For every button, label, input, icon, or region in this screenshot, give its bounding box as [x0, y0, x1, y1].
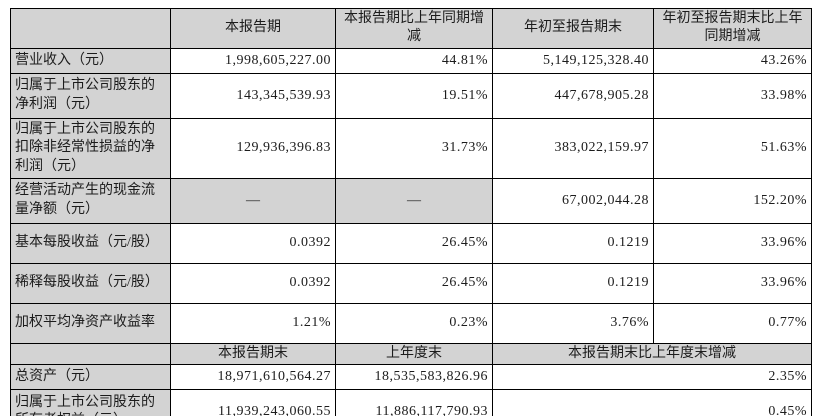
- cell-equity-prior-year-end: 11,886,117,790.93: [335, 389, 493, 416]
- cell-basic-eps-ytd: 0.1219: [492, 222, 654, 264]
- table-row-operating-cash-flow: 经营活动产生的现金流量净额（元） — — 67,002,044.28 152.2…: [10, 177, 812, 224]
- cell-diluted-eps-ytd-yoy: 33.96%: [653, 262, 812, 304]
- cell-operating-cash-flow-ytd-yoy: 152.20%: [653, 177, 812, 224]
- subheader-row: 本报告期末 上年度末 本报告期末比上年度末增减: [10, 342, 812, 366]
- financial-summary-table: 本报告期 本报告期比上年同期增减 年初至报告期末 年初至报告期末比上年同期增减 …: [10, 8, 812, 416]
- table-row-revenue: 营业收入（元） 1,998,605,227.00 44.81% 5,149,12…: [10, 47, 812, 74]
- cell-revenue-current-yoy: 44.81%: [335, 47, 493, 74]
- col-header-current-period-yoy: 本报告期比上年同期增减: [335, 8, 493, 49]
- cell-deducted-net-profit-ytd-yoy: 51.63%: [653, 117, 812, 179]
- cell-weighted-avg-roe-current: 1.21%: [170, 302, 336, 344]
- col-header-ytd: 年初至报告期末: [492, 8, 654, 49]
- cell-operating-cash-flow-ytd: 67,002,044.28: [492, 177, 654, 224]
- corner-cell: [10, 8, 171, 49]
- cell-total-assets-change: 2.35%: [492, 364, 812, 391]
- row-label-revenue: 营业收入（元）: [10, 47, 171, 74]
- row-label-operating-cash-flow: 经营活动产生的现金流量净额（元）: [10, 177, 171, 224]
- row-label-deducted-net-profit: 归属于上市公司股东的扣除非经常性损益的净利润（元）: [10, 117, 171, 179]
- cell-equity-change: 0.45%: [492, 389, 812, 416]
- cell-diluted-eps-current-yoy: 26.45%: [335, 262, 493, 304]
- cell-revenue-current: 1,998,605,227.00: [170, 47, 336, 74]
- table-row-diluted-eps: 稀释每股收益（元/股） 0.0392 26.45% 0.1219 33.96%: [10, 262, 812, 304]
- cell-weighted-avg-roe-current-yoy: 0.23%: [335, 302, 493, 344]
- cell-deducted-net-profit-ytd: 383,022,159.97: [492, 117, 654, 179]
- row-label-total-assets: 总资产（元）: [10, 364, 171, 391]
- cell-deducted-net-profit-current: 129,936,396.83: [170, 117, 336, 179]
- row-label-net-profit: 归属于上市公司股东的净利润（元）: [10, 72, 171, 119]
- table-row-total-assets: 总资产（元） 18,971,610,564.27 18,535,583,826.…: [10, 364, 812, 391]
- col-header-prior-year-end: 上年度末: [335, 342, 493, 366]
- table-row-net-profit: 归属于上市公司股东的净利润（元） 143,345,539.93 19.51% 4…: [10, 72, 812, 119]
- table-row-equity: 归属于上市公司股东的所有者权益（元） 11,939,243,060.55 11,…: [10, 389, 812, 416]
- cell-net-profit-current-yoy: 19.51%: [335, 72, 493, 119]
- cell-basic-eps-current: 0.0392: [170, 222, 336, 264]
- cell-operating-cash-flow-current: —: [170, 177, 336, 224]
- cell-equity-period-end: 11,939,243,060.55: [170, 389, 336, 416]
- cell-net-profit-ytd-yoy: 33.98%: [653, 72, 812, 119]
- subheader-corner-cell: [10, 342, 171, 366]
- cell-diluted-eps-current: 0.0392: [170, 262, 336, 304]
- cell-revenue-ytd: 5,149,125,328.40: [492, 47, 654, 74]
- cell-total-assets-prior-year-end: 18,535,583,826.96: [335, 364, 493, 391]
- cell-diluted-eps-ytd: 0.1219: [492, 262, 654, 304]
- row-label-diluted-eps: 稀释每股收益（元/股）: [10, 262, 171, 304]
- row-label-basic-eps: 基本每股收益（元/股）: [10, 222, 171, 264]
- col-header-period-end: 本报告期末: [170, 342, 336, 366]
- table-row-weighted-avg-roe: 加权平均净资产收益率 1.21% 0.23% 3.76% 0.77%: [10, 302, 812, 344]
- cell-deducted-net-profit-current-yoy: 31.73%: [335, 117, 493, 179]
- col-header-current-period: 本报告期: [170, 8, 336, 49]
- header-row: 本报告期 本报告期比上年同期增减 年初至报告期末 年初至报告期末比上年同期增减: [10, 8, 812, 49]
- col-header-period-end-vs-prior: 本报告期末比上年度末增减: [492, 342, 812, 366]
- cell-total-assets-period-end: 18,971,610,564.27: [170, 364, 336, 391]
- col-header-ytd-yoy: 年初至报告期末比上年同期增减: [653, 8, 812, 49]
- cell-net-profit-current: 143,345,539.93: [170, 72, 336, 119]
- cell-basic-eps-current-yoy: 26.45%: [335, 222, 493, 264]
- table-row-deducted-net-profit: 归属于上市公司股东的扣除非经常性损益的净利润（元） 129,936,396.83…: [10, 117, 812, 179]
- cell-weighted-avg-roe-ytd: 3.76%: [492, 302, 654, 344]
- table-row-basic-eps: 基本每股收益（元/股） 0.0392 26.45% 0.1219 33.96%: [10, 222, 812, 264]
- cell-revenue-ytd-yoy: 43.26%: [653, 47, 812, 74]
- cell-weighted-avg-roe-ytd-yoy: 0.77%: [653, 302, 812, 344]
- cell-basic-eps-ytd-yoy: 33.96%: [653, 222, 812, 264]
- cell-operating-cash-flow-current-yoy: —: [335, 177, 493, 224]
- cell-net-profit-ytd: 447,678,905.28: [492, 72, 654, 119]
- row-label-equity: 归属于上市公司股东的所有者权益（元）: [10, 389, 171, 416]
- row-label-weighted-avg-roe: 加权平均净资产收益率: [10, 302, 171, 344]
